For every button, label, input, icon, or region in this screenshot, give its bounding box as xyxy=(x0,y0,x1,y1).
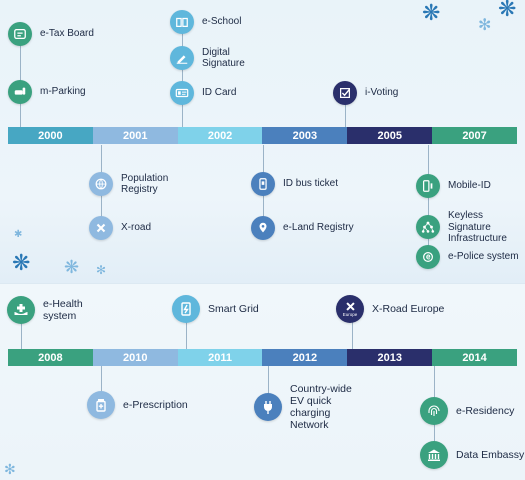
item-x-road: X-road xyxy=(89,216,151,240)
snowflake-icon: ✱ xyxy=(14,229,23,240)
item-label: m-Parking xyxy=(40,86,86,98)
item-label: Country-wide EV quick charging Network xyxy=(290,383,352,431)
mobile-id-icon xyxy=(416,174,440,198)
checkbox-icon xyxy=(333,81,357,105)
bus-ticket-icon xyxy=(251,172,275,196)
item-e-prescription: e-Prescription xyxy=(87,391,188,419)
snowflake-icon: ✻ xyxy=(96,263,107,277)
cross-road-icon xyxy=(89,216,113,240)
item-e-school: e-School xyxy=(170,10,241,34)
item-label: i-Voting xyxy=(365,87,399,99)
item-e-police-system: e-Police system xyxy=(416,245,519,269)
snowflake-icon: ✻ xyxy=(478,17,492,34)
year-segment: 2012 xyxy=(262,349,348,366)
europe-badge-text: Europe xyxy=(342,312,358,317)
network-tree-icon xyxy=(416,215,440,240)
year-segment: 2008 xyxy=(8,349,93,366)
item-label: Keyless Signature Infrastructure xyxy=(448,210,507,244)
item-e-land-registry: e-Land Registry xyxy=(251,216,354,240)
item-label: Digital Signature xyxy=(202,46,245,70)
embassy-building-icon xyxy=(420,441,448,469)
timeline-2000-2007: ❋ ✻ ❋ ❋ ❋ ✻ ✱ e-Tax Board m-Parking e-Sc… xyxy=(0,0,525,283)
item-label: Mobile-ID xyxy=(448,180,491,192)
item-label: e-Prescription xyxy=(123,399,188,411)
health-hands-icon xyxy=(7,296,35,324)
snowflake-icon: ❋ xyxy=(12,250,31,275)
item-ev-charging-network: Country-wide EV quick charging Network xyxy=(254,383,352,431)
timeline-2008-2014: e-Health system Smart Grid Europe X-Road… xyxy=(0,283,525,480)
year-bar-top: 2000 2001 2002 2003 2005 2007 xyxy=(8,127,517,144)
snowflake-icon: ✻ xyxy=(4,461,16,477)
year-segment: 2014 xyxy=(432,349,517,366)
item-label: Population Registry xyxy=(121,172,169,196)
item-label: X-Road Europe xyxy=(372,303,445,315)
item-smart-grid: Smart Grid xyxy=(172,295,259,323)
year-segment: 2010 xyxy=(92,349,178,366)
item-e-tax-board: e-Tax Board xyxy=(8,22,94,46)
item-e-residency: e-Residency xyxy=(420,397,514,425)
snowflake-icon: ❋ xyxy=(64,257,80,277)
id-card-icon xyxy=(170,81,194,105)
land-plot-icon xyxy=(251,216,275,240)
item-i-voting: i-Voting xyxy=(333,81,398,105)
year-segment: 2013 xyxy=(347,349,433,366)
item-label: Data Embassy xyxy=(456,449,525,461)
year-segment: 2003 xyxy=(262,127,348,144)
item-id-card: ID Card xyxy=(170,81,236,105)
year-segment: 2001 xyxy=(92,127,178,144)
item-label: e-School xyxy=(202,16,242,28)
x-road-europe-icon: Europe xyxy=(336,295,364,323)
snowflake-icon: ❋ xyxy=(498,0,517,21)
year-bar-bottom: 2008 2010 2011 2012 2013 2014 xyxy=(8,349,517,366)
item-digital-signature: Digital Signature xyxy=(170,46,245,70)
police-badge-icon xyxy=(416,245,440,269)
item-label: X-road xyxy=(121,222,152,234)
item-label: ID bus ticket xyxy=(283,178,339,190)
year-segment: 2000 xyxy=(8,127,93,144)
item-label: e-Land Registry xyxy=(283,222,354,234)
year-segment: 2005 xyxy=(347,127,433,144)
item-label: Smart Grid xyxy=(208,303,259,315)
item-m-parking: m-Parking xyxy=(8,80,86,104)
item-label: e-Police system xyxy=(448,251,519,263)
item-population-registry: Population Registry xyxy=(89,172,168,196)
item-label: e-Tax Board xyxy=(40,28,94,40)
year-segment: 2011 xyxy=(177,349,263,366)
year-segment: 2007 xyxy=(432,127,517,144)
globe-people-icon xyxy=(89,172,113,196)
item-mobile-id: Mobile-ID xyxy=(416,174,491,198)
item-x-road-europe: Europe X-Road Europe xyxy=(336,295,444,323)
item-label: e-Health system xyxy=(43,298,83,322)
book-icon xyxy=(170,10,194,34)
smart-grid-icon xyxy=(172,295,200,323)
fingerprint-icon xyxy=(420,397,448,425)
year-segment: 2002 xyxy=(177,127,263,144)
item-id-bus-ticket: ID bus ticket xyxy=(251,172,338,196)
snowflake-icon: ❋ xyxy=(422,0,441,25)
ev-plug-icon xyxy=(254,393,282,421)
item-label: ID Card xyxy=(202,87,237,99)
prescription-bottle-icon xyxy=(87,391,115,419)
item-label: e-Residency xyxy=(456,405,515,417)
item-data-embassy: Data Embassy xyxy=(420,441,524,469)
item-keyless-signature: Keyless Signature Infrastructure xyxy=(416,210,525,245)
item-e-health-system: e-Health system xyxy=(7,296,83,324)
car-phone-icon xyxy=(8,80,32,104)
pen-signature-icon xyxy=(170,46,194,70)
tax-board-icon xyxy=(8,22,32,46)
